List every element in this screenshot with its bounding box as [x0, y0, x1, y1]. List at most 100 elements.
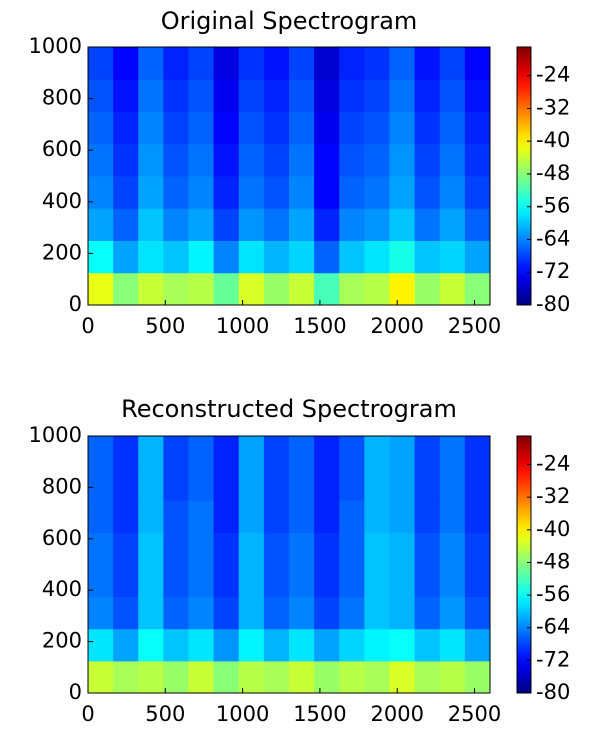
heatmap-cell	[439, 208, 466, 241]
heatmap-cell	[314, 208, 340, 241]
heatmap-cell	[289, 596, 315, 630]
heatmap-cell	[439, 564, 466, 598]
heatmap-cell	[314, 564, 340, 598]
heatmap-cell	[113, 111, 139, 145]
heatmap-cell	[263, 47, 290, 80]
heatmap-cell	[188, 143, 215, 177]
heatmap-cell	[439, 628, 466, 662]
heatmap-cell	[163, 143, 189, 177]
x-tick-label: 1500	[293, 702, 346, 726]
heatmap-cell	[414, 208, 441, 241]
heatmap-cell	[238, 176, 265, 209]
colorbar-tick-label: -56	[536, 194, 570, 218]
heatmap-cell	[88, 436, 114, 469]
heatmap-cell	[464, 79, 491, 112]
heatmap-cell	[88, 628, 114, 662]
heatmap-cell	[314, 176, 340, 209]
heatmap-cell	[464, 176, 491, 209]
heatmap-cell	[439, 47, 466, 80]
heatmap-cell	[88, 79, 114, 112]
heatmap-cell	[364, 500, 390, 533]
heatmap-cell	[213, 208, 240, 241]
y-tick-label: 0	[69, 680, 82, 704]
heatmap-cell	[138, 564, 164, 598]
heatmap-cell	[314, 532, 340, 565]
heatmap-cell	[213, 596, 240, 630]
heatmap-cell	[464, 143, 491, 177]
y-tick-label: 1000	[29, 423, 82, 447]
x-tick-label: 2500	[448, 702, 501, 726]
heatmap-cell	[314, 111, 340, 145]
heatmap-cell	[213, 468, 240, 501]
colorbar-tick-label: -40	[536, 517, 570, 541]
x-tick-label: 500	[145, 314, 185, 338]
heatmap-cell	[88, 176, 114, 209]
heatmap-cell	[314, 468, 340, 501]
heatmap-cell	[439, 176, 466, 209]
heatmap-cell	[238, 208, 265, 241]
heatmap-cell	[364, 660, 390, 694]
heatmap-cell	[314, 272, 340, 306]
heatmap-cell	[113, 143, 139, 177]
heatmap-cell	[364, 111, 390, 145]
heatmap-cell	[163, 176, 189, 209]
heatmap-cell	[138, 111, 164, 145]
heatmap-cell	[464, 500, 491, 533]
heatmap-cell	[389, 111, 416, 145]
heatmap-cell	[364, 628, 390, 662]
heatmap-cell	[389, 660, 416, 694]
heatmap-cell	[213, 111, 240, 145]
heatmap-cell	[389, 79, 416, 112]
heatmap-cell	[289, 628, 315, 662]
heatmap-cell	[364, 532, 390, 565]
colorbar-tick-label: -64	[536, 615, 570, 639]
heatmap-cell	[163, 532, 189, 565]
heatmap-cell	[113, 660, 139, 694]
colorbar-tick-label: -24	[536, 63, 570, 87]
heatmap-cell	[414, 532, 441, 565]
heatmap-cell	[414, 143, 441, 177]
heatmap-cell	[263, 436, 290, 469]
heatmap-cell	[163, 564, 189, 598]
heatmap-cell	[439, 79, 466, 112]
heatmap-cell	[238, 111, 265, 145]
heatmap-cell	[113, 532, 139, 565]
heatmap-cell	[113, 240, 139, 274]
heatmap-cell	[389, 240, 416, 274]
heatmap-cell	[238, 596, 265, 630]
heatmap-cell	[439, 272, 466, 306]
heatmap-cell	[389, 47, 416, 80]
heatmap-cell	[138, 208, 164, 241]
heatmap-cell	[464, 436, 491, 469]
heatmap-cell	[339, 79, 365, 112]
heatmap-cell	[464, 468, 491, 501]
heatmap-cell	[339, 208, 365, 241]
heatmap-cell	[163, 272, 189, 306]
x-tick-label: 0	[81, 314, 94, 338]
heatmap-cell	[263, 500, 290, 533]
x-tick-label: 2000	[371, 702, 424, 726]
heatmap-cell	[113, 176, 139, 209]
heatmap-cell	[263, 564, 290, 598]
heatmap-cell	[88, 47, 114, 80]
heatmap-cell	[339, 660, 365, 694]
heatmap-cell	[414, 500, 441, 533]
heatmap-cell	[238, 79, 265, 112]
heatmap-cell	[113, 564, 139, 598]
x-tick-label: 1500	[293, 314, 346, 338]
heatmap-cell	[464, 628, 491, 662]
heatmap-cell	[88, 468, 114, 501]
heatmap-cell	[138, 143, 164, 177]
heatmap-cell	[414, 596, 441, 630]
heatmap-cell	[314, 143, 340, 177]
heatmap-cell	[138, 176, 164, 209]
heatmap-cell	[113, 272, 139, 306]
heatmap-cell	[88, 564, 114, 598]
y-tick-label: 1000	[29, 34, 82, 58]
heatmap-cell	[364, 468, 390, 501]
heatmap-cell	[339, 532, 365, 565]
colorbar-tick-label: -64	[536, 226, 570, 250]
heatmap-cell	[113, 468, 139, 501]
heatmap-cell	[263, 176, 290, 209]
